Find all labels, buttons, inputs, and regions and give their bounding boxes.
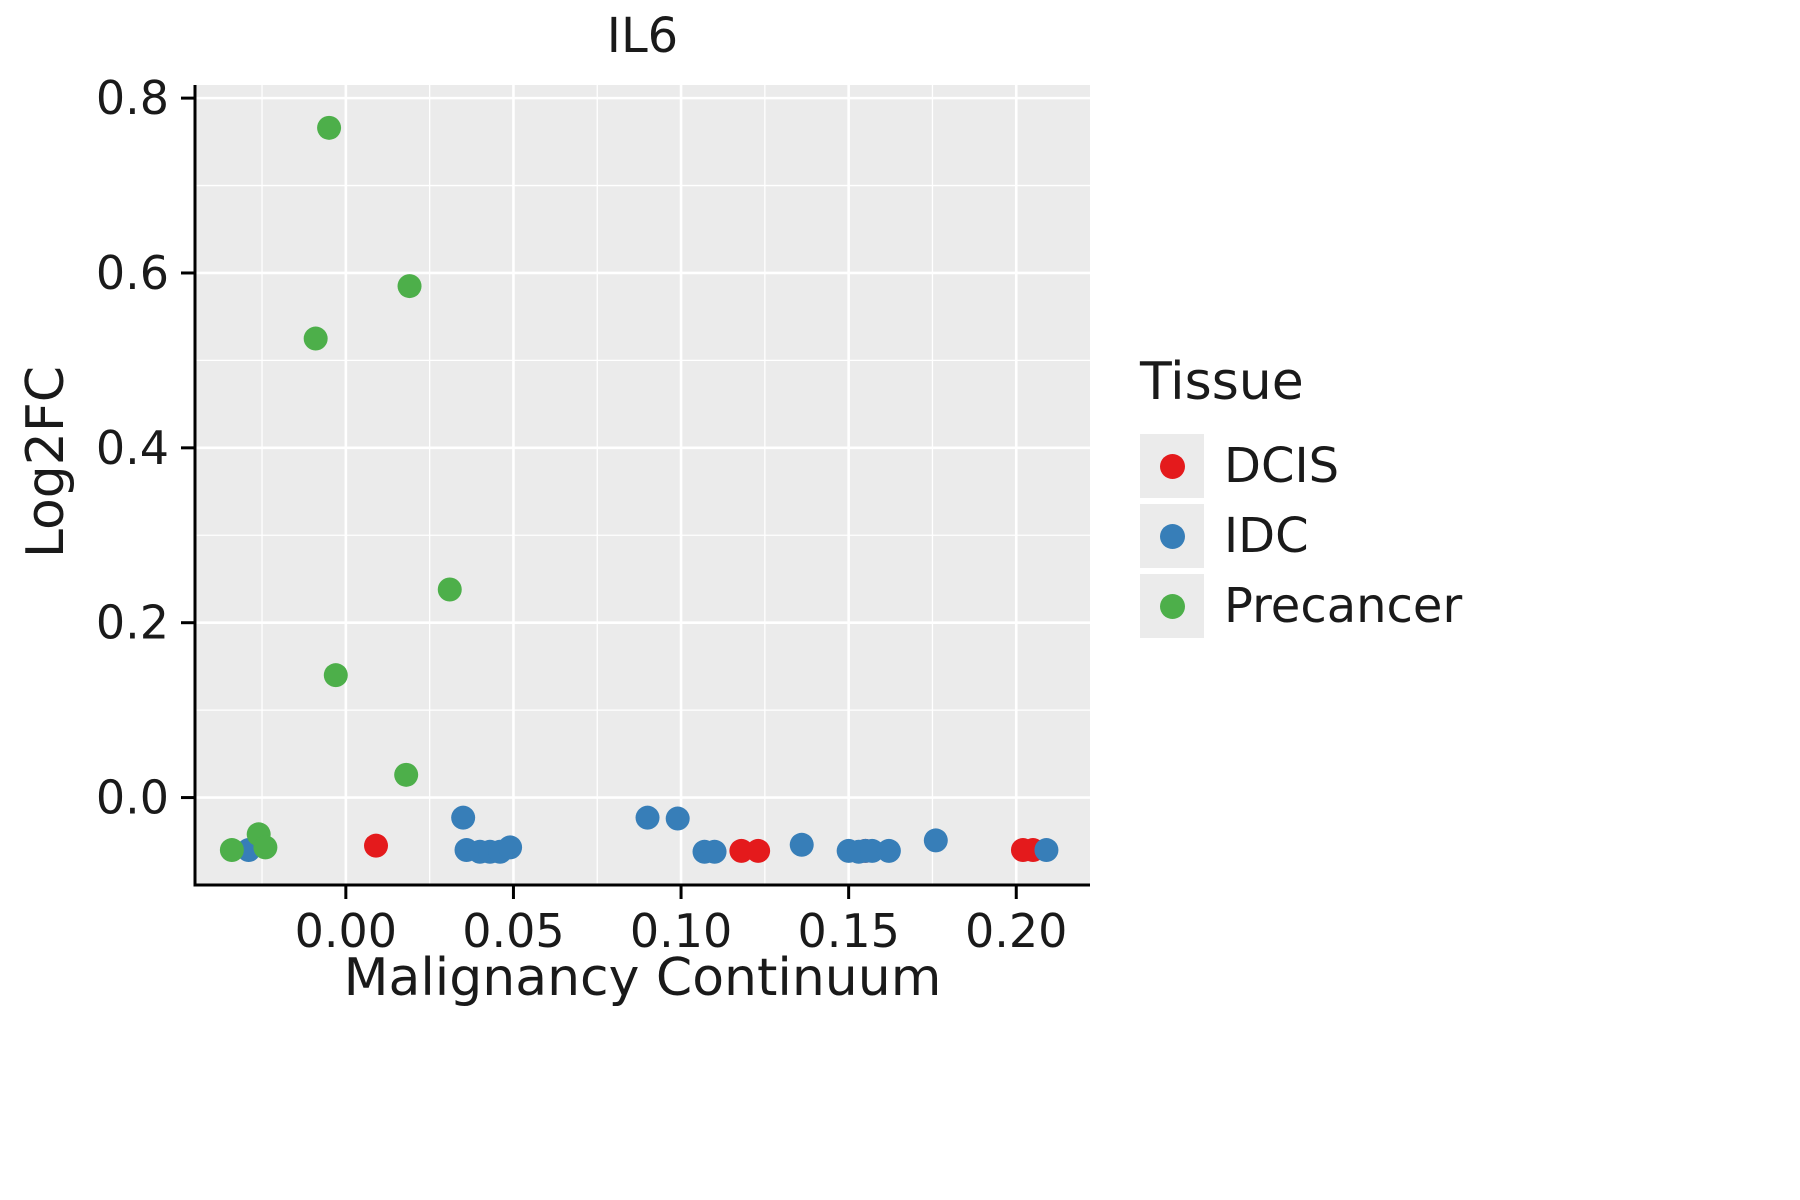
y-tick-label: 0.8: [96, 71, 169, 125]
legend-key: [1140, 434, 1204, 498]
idc-dot-icon: [1159, 523, 1185, 549]
x-tick-label: 0.20: [965, 904, 1067, 958]
legend-entry-precancer: Precancer: [1140, 574, 1462, 638]
x-tick-label: 0.05: [462, 904, 564, 958]
y-tick-label: 0.4: [96, 421, 169, 475]
y-tick-label: 0.6: [96, 246, 169, 300]
legend-label-idc: IDC: [1224, 508, 1309, 564]
legend-entry-dcis: DCIS: [1140, 434, 1462, 498]
x-tick-label: 0.15: [797, 904, 899, 958]
scatter-plot: 0.00 0.05 0.10 0.15 0.20 0.0 0.2 0.4 0.6 0.8: [96, 71, 1090, 958]
legend-entry-idc: IDC: [1140, 504, 1462, 568]
y-tick-label: 0.2: [96, 596, 169, 650]
legend-key: [1140, 504, 1204, 568]
x-tick-label: 0.10: [630, 904, 732, 958]
precancer-dot-icon: [1159, 593, 1185, 619]
dcis-dot-icon: [1159, 453, 1185, 479]
x-axis-label: Malignancy Continuum: [343, 948, 942, 1008]
legend-title: Tissue: [1140, 352, 1304, 412]
legend: Tissue DCIS IDC Precancer: [1140, 352, 1462, 644]
y-tick-label: 0.0: [96, 771, 169, 825]
legend-label-precancer: Precancer: [1224, 578, 1463, 634]
legend-label-dcis: DCIS: [1224, 438, 1340, 494]
x-tick-label: 0.00: [295, 904, 397, 958]
legend-key: [1140, 574, 1204, 638]
chart-title: IL6: [606, 8, 679, 64]
